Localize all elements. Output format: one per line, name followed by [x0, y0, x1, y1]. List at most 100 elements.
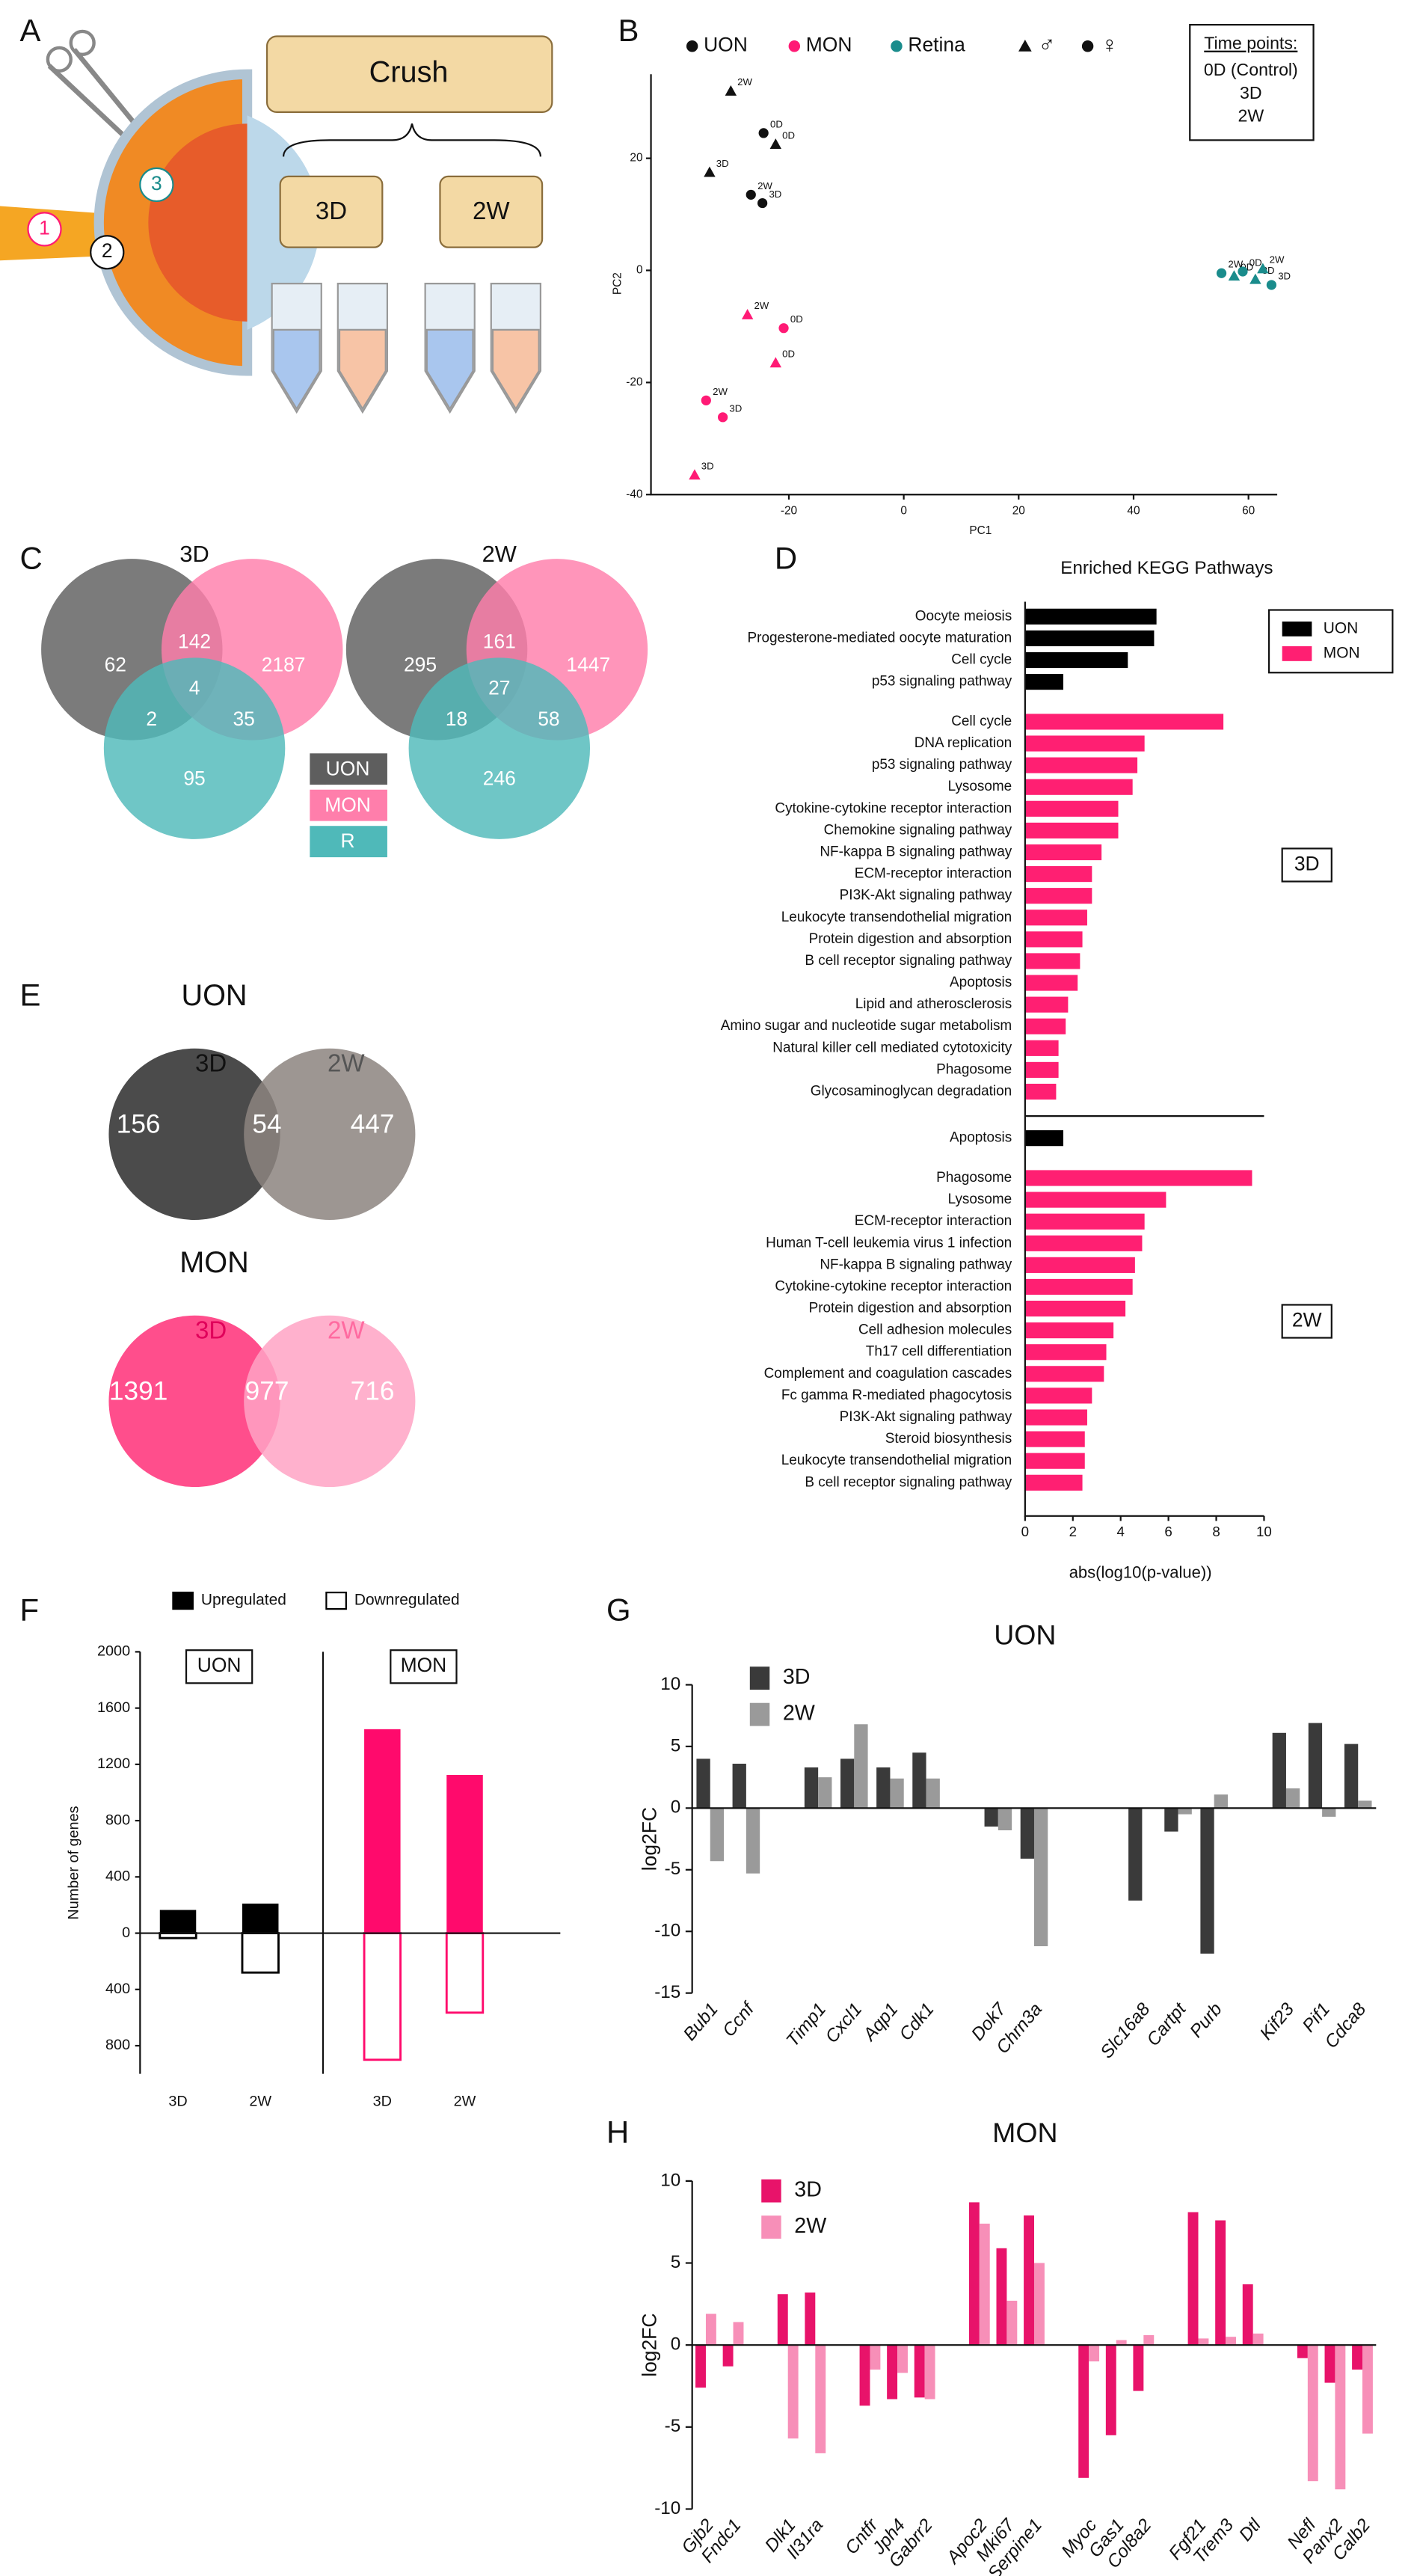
- bar: [732, 1764, 746, 1809]
- point-label: 3D: [701, 460, 714, 471]
- point-label: 3D: [716, 158, 729, 169]
- y-tick-label: 0: [636, 264, 643, 277]
- category-label: p53 signaling pathway: [872, 674, 1012, 690]
- venn-count: 161: [483, 631, 516, 653]
- bar: [854, 1724, 868, 1809]
- bar: [914, 2345, 925, 2398]
- venn-set-label: 3D: [195, 1317, 227, 1345]
- bar: [1024, 1170, 1252, 1186]
- point: [769, 357, 782, 368]
- bar: [1024, 975, 1078, 991]
- bar: [1024, 1235, 1143, 1251]
- bar: [1020, 1808, 1034, 1859]
- venn-circle: [244, 1315, 416, 1488]
- point: [1238, 266, 1248, 277]
- y-tick-label: 2000: [97, 1643, 130, 1660]
- category-label: Lipid and atherosclerosis: [855, 996, 1012, 1012]
- point: [741, 308, 754, 319]
- venn-set-label: 2W: [328, 1050, 365, 1078]
- venn-count: 35: [233, 708, 254, 730]
- bar: [1024, 888, 1092, 904]
- venn-circle: [408, 657, 591, 839]
- venn-circle: [108, 1315, 280, 1488]
- bar: [1024, 1213, 1145, 1230]
- bar: [1178, 1808, 1192, 1815]
- bar: [1078, 2345, 1089, 2478]
- bar: [1006, 2300, 1018, 2346]
- y-axis-label: log2FC: [639, 1807, 661, 1871]
- venn-title: 3D: [179, 541, 209, 567]
- category-label: Human T-cell leukemia virus 1 infection: [766, 1235, 1012, 1251]
- panel-letter: E: [19, 978, 40, 1013]
- x-tick-label: 0: [900, 504, 907, 517]
- y-tick-label: 400: [105, 1981, 130, 1997]
- forceps-ring: [46, 46, 73, 73]
- legend-label: R: [340, 829, 354, 852]
- point: [1257, 263, 1269, 274]
- axis: [650, 74, 1278, 496]
- x-tick-label: Bub1: [680, 1999, 722, 2045]
- point: [1228, 270, 1241, 281]
- legend-label: UON: [326, 757, 370, 779]
- x-tick-label: 60: [1242, 504, 1255, 517]
- y-axis-label: Number of genes: [65, 1806, 82, 1919]
- bar: [705, 2313, 716, 2346]
- legend-label: 2W: [783, 1702, 815, 1726]
- point: [717, 412, 728, 423]
- venn-circle: [103, 657, 286, 839]
- venn-title: 2W: [482, 541, 517, 567]
- legend-label: 3D: [794, 2178, 822, 2202]
- category-label: Cell cycle: [951, 714, 1012, 729]
- y-tick-label: 0: [671, 2334, 680, 2355]
- category-label: Steroid biosynthesis: [885, 1431, 1012, 1447]
- legend-swatch: [172, 1591, 194, 1610]
- y-tick-label: -20: [626, 375, 642, 388]
- y-tick-label: 0: [671, 1797, 680, 1818]
- bar: [695, 2345, 706, 2388]
- category-label: p53 signaling pathway: [872, 757, 1012, 773]
- category-label: Cytokine-cytokine receptor interaction: [775, 1278, 1012, 1294]
- site-label: 3: [151, 172, 162, 194]
- bar: [1024, 1387, 1092, 1404]
- bar: [1024, 1061, 1059, 1078]
- point-label: 3D: [769, 188, 781, 200]
- legend-marker: [686, 40, 698, 52]
- bar: [1024, 1431, 1085, 1447]
- bar: [1335, 2345, 1346, 2490]
- panel-letter: D: [775, 540, 797, 575]
- venn-count: 156: [117, 1110, 161, 1139]
- group-label: 3D: [1294, 852, 1320, 874]
- bar-up: [446, 1774, 483, 1933]
- bar: [926, 1778, 940, 1809]
- bar: [1024, 822, 1119, 838]
- x-tick-label: 3D: [168, 2093, 187, 2109]
- legend-swatch: [1282, 645, 1312, 661]
- bar: [1297, 2345, 1308, 2358]
- legend-label: ♀: [1101, 31, 1118, 58]
- bar: [1308, 1723, 1323, 1809]
- y-axis-label: PC2: [612, 272, 624, 295]
- y-tick-label: -40: [626, 488, 642, 500]
- venn-circle: [244, 1048, 416, 1220]
- bar: [1128, 1808, 1143, 1901]
- x-tick-label: 2W: [454, 2093, 476, 2109]
- category-label: Oocyte meiosis: [915, 608, 1012, 624]
- category-label: Amino sugar and nucleotide sugar metabol…: [721, 1018, 1012, 1034]
- legend-label: MON: [325, 794, 371, 816]
- point-label: 0D: [782, 349, 795, 360]
- point: [1249, 273, 1261, 284]
- x-tick-label: Dtl: [1235, 2515, 1265, 2545]
- timepoint-label: 2W: [473, 197, 510, 225]
- bar: [1024, 1300, 1126, 1317]
- x-tick-label: 3D: [373, 2093, 392, 2109]
- bar: [1024, 1453, 1085, 1469]
- point-label: 2W: [754, 300, 769, 311]
- chart-title: UON: [994, 1619, 1056, 1650]
- bar: [804, 1767, 819, 1809]
- bar: [1024, 1257, 1135, 1273]
- bar: [1252, 2333, 1264, 2346]
- category-label: Complement and coagulation cascades: [764, 1366, 1012, 1381]
- point: [701, 395, 711, 405]
- site-label: 1: [39, 216, 50, 239]
